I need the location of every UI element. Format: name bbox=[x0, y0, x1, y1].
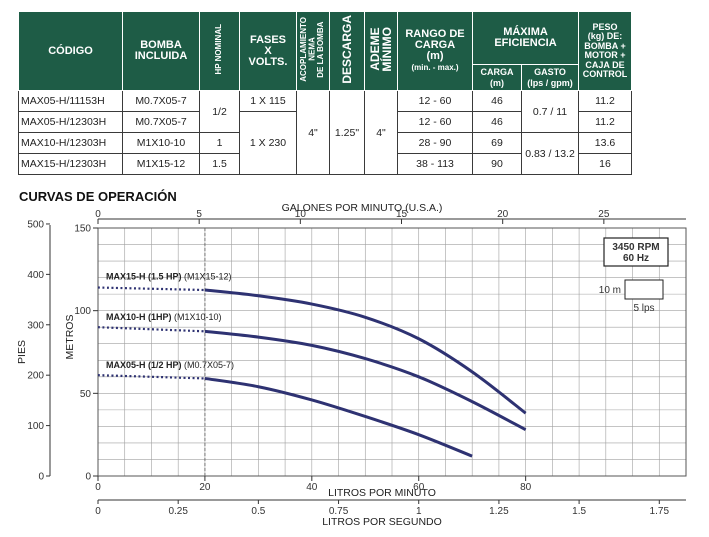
x-axis-title: LITROS POR MINUTO bbox=[328, 487, 436, 499]
cell-bomba: M0.7X05-7 bbox=[122, 111, 200, 133]
feet-tick-label: 200 bbox=[27, 371, 44, 382]
header-hp-nominal: HP NOMINAL bbox=[199, 11, 240, 91]
curve-label: MAX10-H (1HP) (M1X10-10) bbox=[106, 312, 222, 322]
x-tick-label: 0 bbox=[95, 482, 101, 493]
top-tick-label: 0 bbox=[95, 209, 101, 220]
pump-curve-dotted bbox=[97, 286, 205, 292]
cell-hp: 1/2 bbox=[199, 90, 240, 133]
header-carga: CARGA (m) bbox=[472, 64, 522, 91]
lps-tick-label: 0.25 bbox=[168, 506, 188, 517]
feet-tick-label: 0 bbox=[38, 472, 44, 483]
cell-fases: 1 X 115 bbox=[239, 90, 297, 112]
lps-tick-label: 1.25 bbox=[489, 506, 509, 517]
chart-curves bbox=[97, 286, 527, 458]
pump-curve bbox=[204, 329, 527, 432]
feet-tick-label: 500 bbox=[27, 219, 44, 230]
cell-bomba: M1X10-10 bbox=[122, 132, 200, 154]
cell-ademe: 4" bbox=[364, 90, 398, 175]
header-gasto: GASTO (lps / gpm) bbox=[521, 64, 579, 91]
lps-tick-label: 1 bbox=[416, 506, 422, 517]
cell-codigo: MAX05-H/12303H bbox=[18, 111, 123, 133]
cell-peso: 16 bbox=[578, 153, 632, 175]
cell-bomba: M0.7X05-7 bbox=[122, 90, 200, 112]
header-descarga: DESCARGA bbox=[329, 11, 365, 91]
top-tick-label: 15 bbox=[396, 209, 408, 220]
header-peso: PESO (kg) DE: BOMBA + MOTOR + CAJA DE CONTROL bbox=[578, 11, 632, 91]
x-tick-label: 20 bbox=[199, 482, 211, 493]
header-rango: RANGO DE CARGA (m) (min. - max.) bbox=[397, 11, 473, 91]
header-maxima-eficiencia: MÁXIMA EFICIENCIA bbox=[472, 11, 579, 65]
header-acoplamiento: ACOPLAMIENTO NEMA DE LA BOMBA bbox=[296, 11, 330, 91]
feet-tick-label: 400 bbox=[27, 270, 44, 281]
cell-codigo: MAX15-H/12303H bbox=[18, 153, 123, 175]
table-row: MAX05-H/11153H M0.7X05-7 1/2 1 X 115 4" … bbox=[18, 90, 632, 175]
x-tick-label: 60 bbox=[413, 482, 425, 493]
top-tick-label: 5 bbox=[196, 209, 202, 220]
chart-grid bbox=[98, 228, 686, 476]
curve-label-name: MAX10-H (1HP) bbox=[106, 312, 172, 322]
y-tick-label: 0 bbox=[85, 472, 91, 483]
scale-legend-box: 10 m 5 lps bbox=[599, 279, 664, 314]
cell-fases: 1 X 230 bbox=[239, 111, 297, 175]
rpm-legend-box: 3450 RPM 60 Hz bbox=[603, 237, 669, 267]
legend-scale-x: 5 lps bbox=[633, 303, 654, 314]
pump-curve bbox=[204, 288, 527, 415]
legend-hz: 60 Hz bbox=[623, 253, 649, 264]
feet-tick-label: 100 bbox=[27, 421, 44, 432]
y-tick-label: 100 bbox=[74, 306, 91, 317]
lps-tick-label: 1.5 bbox=[572, 506, 586, 517]
table-row: MAX05-H/12303H M0.7X05-7 1 X 230 12 - 60… bbox=[18, 111, 632, 175]
top-tick-label: 25 bbox=[598, 209, 610, 220]
cell-carga: 90 bbox=[472, 153, 522, 175]
curve-label-model: (M1X10-10) bbox=[172, 312, 222, 322]
lps-tick-label: 0.75 bbox=[329, 506, 349, 517]
y-axis-title: METROS bbox=[64, 315, 76, 360]
lps-tick-label: 1.75 bbox=[650, 506, 670, 517]
lps-tick-label: 0 bbox=[95, 506, 101, 517]
cell-hp: 1.5 bbox=[199, 153, 240, 175]
table-row: MAX15-H/12303H M1X15-12 1.5 38 - 113 90 … bbox=[18, 153, 632, 175]
feet-tick-label: 300 bbox=[27, 320, 44, 331]
legend-scale-y: 10 m bbox=[599, 285, 621, 296]
header-codigo: CÓDIGO bbox=[18, 11, 123, 91]
y-tick-label: 50 bbox=[80, 389, 92, 400]
curve-label-model: (M1X15-12) bbox=[182, 272, 232, 282]
plot-frame bbox=[97, 227, 687, 477]
chart-labels: MAX15-H (1.5 HP) (M1X15-12) MAX10-H (1HP)… bbox=[106, 272, 234, 371]
lps-tick-label: 0.5 bbox=[251, 506, 265, 517]
pump-curve bbox=[204, 376, 473, 458]
feet-axis-title: PIES bbox=[16, 340, 28, 364]
header-fases: FASES X VOLTS. bbox=[239, 11, 297, 91]
top-tick-label: 20 bbox=[497, 209, 509, 220]
curve-label-name: MAX05-H (1/2 HP) bbox=[106, 360, 182, 370]
cell-peso: 11.2 bbox=[578, 90, 632, 112]
curve-label: MAX15-H (1.5 HP) (M1X15-12) bbox=[106, 272, 232, 282]
cell-descarga: 1.25" bbox=[329, 90, 365, 175]
x-tick-label: 80 bbox=[520, 482, 532, 493]
x-tick-label: 40 bbox=[306, 482, 318, 493]
cell-gasto: 0.7 / 11 bbox=[521, 90, 579, 133]
pump-curve-dotted bbox=[97, 374, 205, 380]
curve-label-name: MAX15-H (1.5 HP) bbox=[106, 272, 182, 282]
cell-peso: 11.2 bbox=[578, 111, 632, 133]
pump-curve-dotted bbox=[97, 326, 205, 333]
top-tick-label: 10 bbox=[295, 209, 307, 220]
curve-label-model: (M0.7X05-7) bbox=[182, 360, 235, 370]
lps-axis-title: LITROS POR SEGUNDO bbox=[322, 516, 442, 528]
cell-gasto: 0.83 / 13.2 bbox=[521, 132, 579, 175]
top-axis-title: GALONES POR MINUTO (U.S.A.) bbox=[282, 202, 443, 214]
legend-rpm: 3450 RPM bbox=[612, 242, 659, 253]
spec-table: CÓDIGO BOMBA INCLUIDA HP NOMINAL FASES X VO… bbox=[18, 11, 632, 175]
cell-bomba: M1X15-12 bbox=[122, 153, 200, 175]
curve-label: MAX05-H (1/2 HP) (M0.7X05-7) bbox=[106, 360, 234, 370]
section-title: CURVAS DE OPERACIÓN bbox=[19, 189, 177, 204]
y-tick-label: 150 bbox=[74, 224, 91, 235]
